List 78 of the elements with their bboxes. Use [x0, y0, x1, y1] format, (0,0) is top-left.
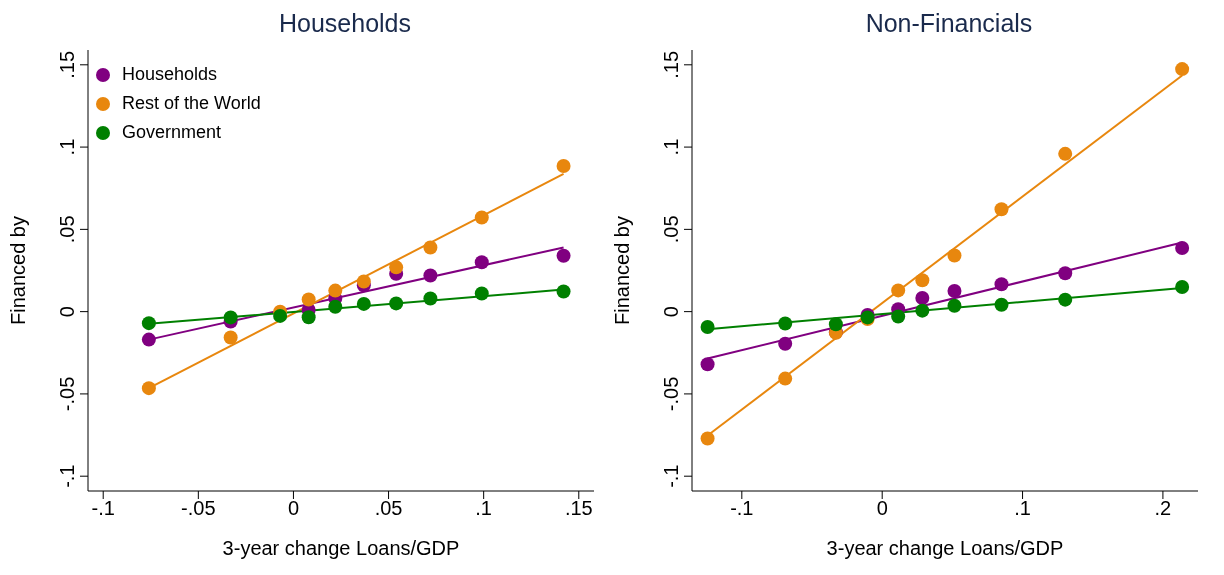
- point: [389, 260, 404, 275]
- legend-label: Government: [122, 121, 222, 144]
- x-tick-label: -.1: [730, 497, 754, 520]
- y-tick-label: 0: [56, 306, 78, 318]
- y-tick-label: .05: [660, 215, 682, 244]
- y-tick-label: .1: [56, 138, 78, 156]
- point: [423, 268, 438, 283]
- point: [1058, 266, 1073, 281]
- x-tick-label: 0: [876, 497, 888, 520]
- point: [700, 319, 715, 334]
- point: [1058, 292, 1073, 307]
- y-tick-label: -.05: [56, 376, 78, 412]
- point: [556, 248, 571, 263]
- x-tick-label: .1: [1014, 497, 1031, 520]
- point: [273, 308, 288, 323]
- y-tick-label: .15: [56, 50, 78, 79]
- point: [423, 240, 438, 255]
- point: [474, 286, 489, 301]
- point: [301, 292, 316, 307]
- point: [556, 284, 571, 299]
- point: [994, 277, 1009, 292]
- x-tick-label: .2: [1154, 497, 1172, 520]
- point: [1175, 279, 1190, 294]
- point: [474, 210, 489, 225]
- point: [778, 371, 793, 386]
- point: [947, 248, 962, 263]
- point: [1175, 240, 1190, 255]
- point: [778, 336, 793, 351]
- point: [994, 202, 1009, 217]
- point: [223, 330, 238, 345]
- y-tick-label: .1: [660, 138, 682, 156]
- legend-label: Rest of the World: [122, 92, 261, 115]
- x-axis-title: 3-year change Loans/GDP: [826, 537, 1064, 559]
- point: [915, 303, 930, 318]
- point: [356, 296, 371, 311]
- point: [556, 159, 571, 174]
- y-axis-title: Financed by: [611, 216, 634, 325]
- x-tick-label: -.1: [91, 497, 115, 520]
- point: [1058, 146, 1073, 161]
- point: [947, 298, 962, 313]
- y-tick-label: -.05: [660, 376, 682, 412]
- y-tick-label: .15: [660, 50, 682, 79]
- point: [141, 316, 156, 331]
- chart-title: Non-Financials: [864, 8, 1034, 39]
- x-tick-label: -.05: [181, 497, 216, 520]
- point: [301, 310, 316, 325]
- point: [994, 297, 1009, 312]
- point: [891, 309, 906, 324]
- point: [328, 299, 343, 314]
- point: [389, 296, 404, 311]
- y-axis-title: Financed by: [7, 216, 30, 325]
- point: [947, 284, 962, 299]
- x-tick-label: .15: [564, 497, 593, 520]
- y-tick-label: 0: [660, 306, 682, 318]
- point: [828, 317, 843, 332]
- y-tick-label: .05: [56, 215, 78, 244]
- x-tick-label: .1: [475, 497, 493, 520]
- y-tick-label: -.1: [660, 464, 682, 488]
- point: [423, 291, 438, 306]
- point: [474, 255, 489, 270]
- y-tick-label: -.1: [56, 464, 78, 488]
- point: [778, 316, 793, 331]
- point: [141, 332, 156, 347]
- point: [328, 283, 343, 298]
- point: [915, 273, 930, 288]
- point: [915, 290, 930, 305]
- point: [141, 381, 156, 396]
- x-axis-title: 3-year change Loans/GDP: [222, 537, 460, 559]
- point: [356, 274, 371, 289]
- x-tick-label: 0: [287, 497, 300, 520]
- point: [1175, 62, 1190, 77]
- point: [700, 357, 715, 372]
- x-tick-label: .05: [374, 497, 403, 520]
- legend-label: Households: [122, 63, 218, 86]
- point: [700, 431, 715, 446]
- point: [891, 283, 906, 298]
- point: [223, 310, 238, 325]
- chart-title: Households: [278, 8, 412, 39]
